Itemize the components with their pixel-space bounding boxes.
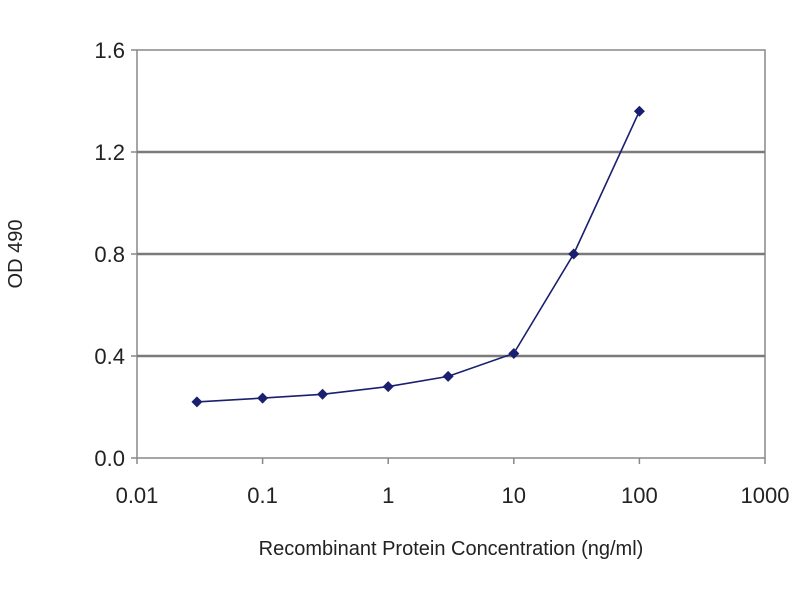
data-point-marker [442, 370, 454, 382]
x-tick-label: 0.1 [247, 483, 278, 508]
x-tick-label: 1000 [741, 483, 790, 508]
x-axis-title: Recombinant Protein Concentration (ng/ml… [259, 538, 644, 560]
grid-lines [137, 150, 765, 358]
y-axis-title: OD 490 [5, 220, 27, 289]
y-tick-label: 0.8 [94, 242, 125, 267]
y-tick-label: 0.4 [94, 344, 125, 369]
y-tick-label: 0.0 [94, 446, 125, 471]
data-point-marker [508, 347, 520, 359]
series-group [191, 105, 645, 408]
y-axis-ticks: 0.0 0.4 0.8 1.2 1.6 [94, 38, 137, 471]
y-tick-label: 1.2 [94, 140, 125, 165]
x-tick-label: 10 [502, 483, 526, 508]
x-tick-label: 100 [621, 483, 658, 508]
data-point-marker [568, 248, 580, 260]
data-point-marker [633, 105, 645, 117]
data-point-marker [191, 396, 203, 408]
data-point-marker [382, 381, 394, 393]
data-point-marker [257, 392, 269, 404]
x-tick-label: 0.01 [116, 483, 159, 508]
x-axis-ticks: 0.01 0.1 1 10 100 1000 [116, 458, 790, 508]
y-tick-label: 1.6 [94, 38, 125, 63]
data-point-marker [317, 388, 329, 400]
x-tick-label: 1 [382, 483, 394, 508]
series-line [196, 110, 641, 403]
